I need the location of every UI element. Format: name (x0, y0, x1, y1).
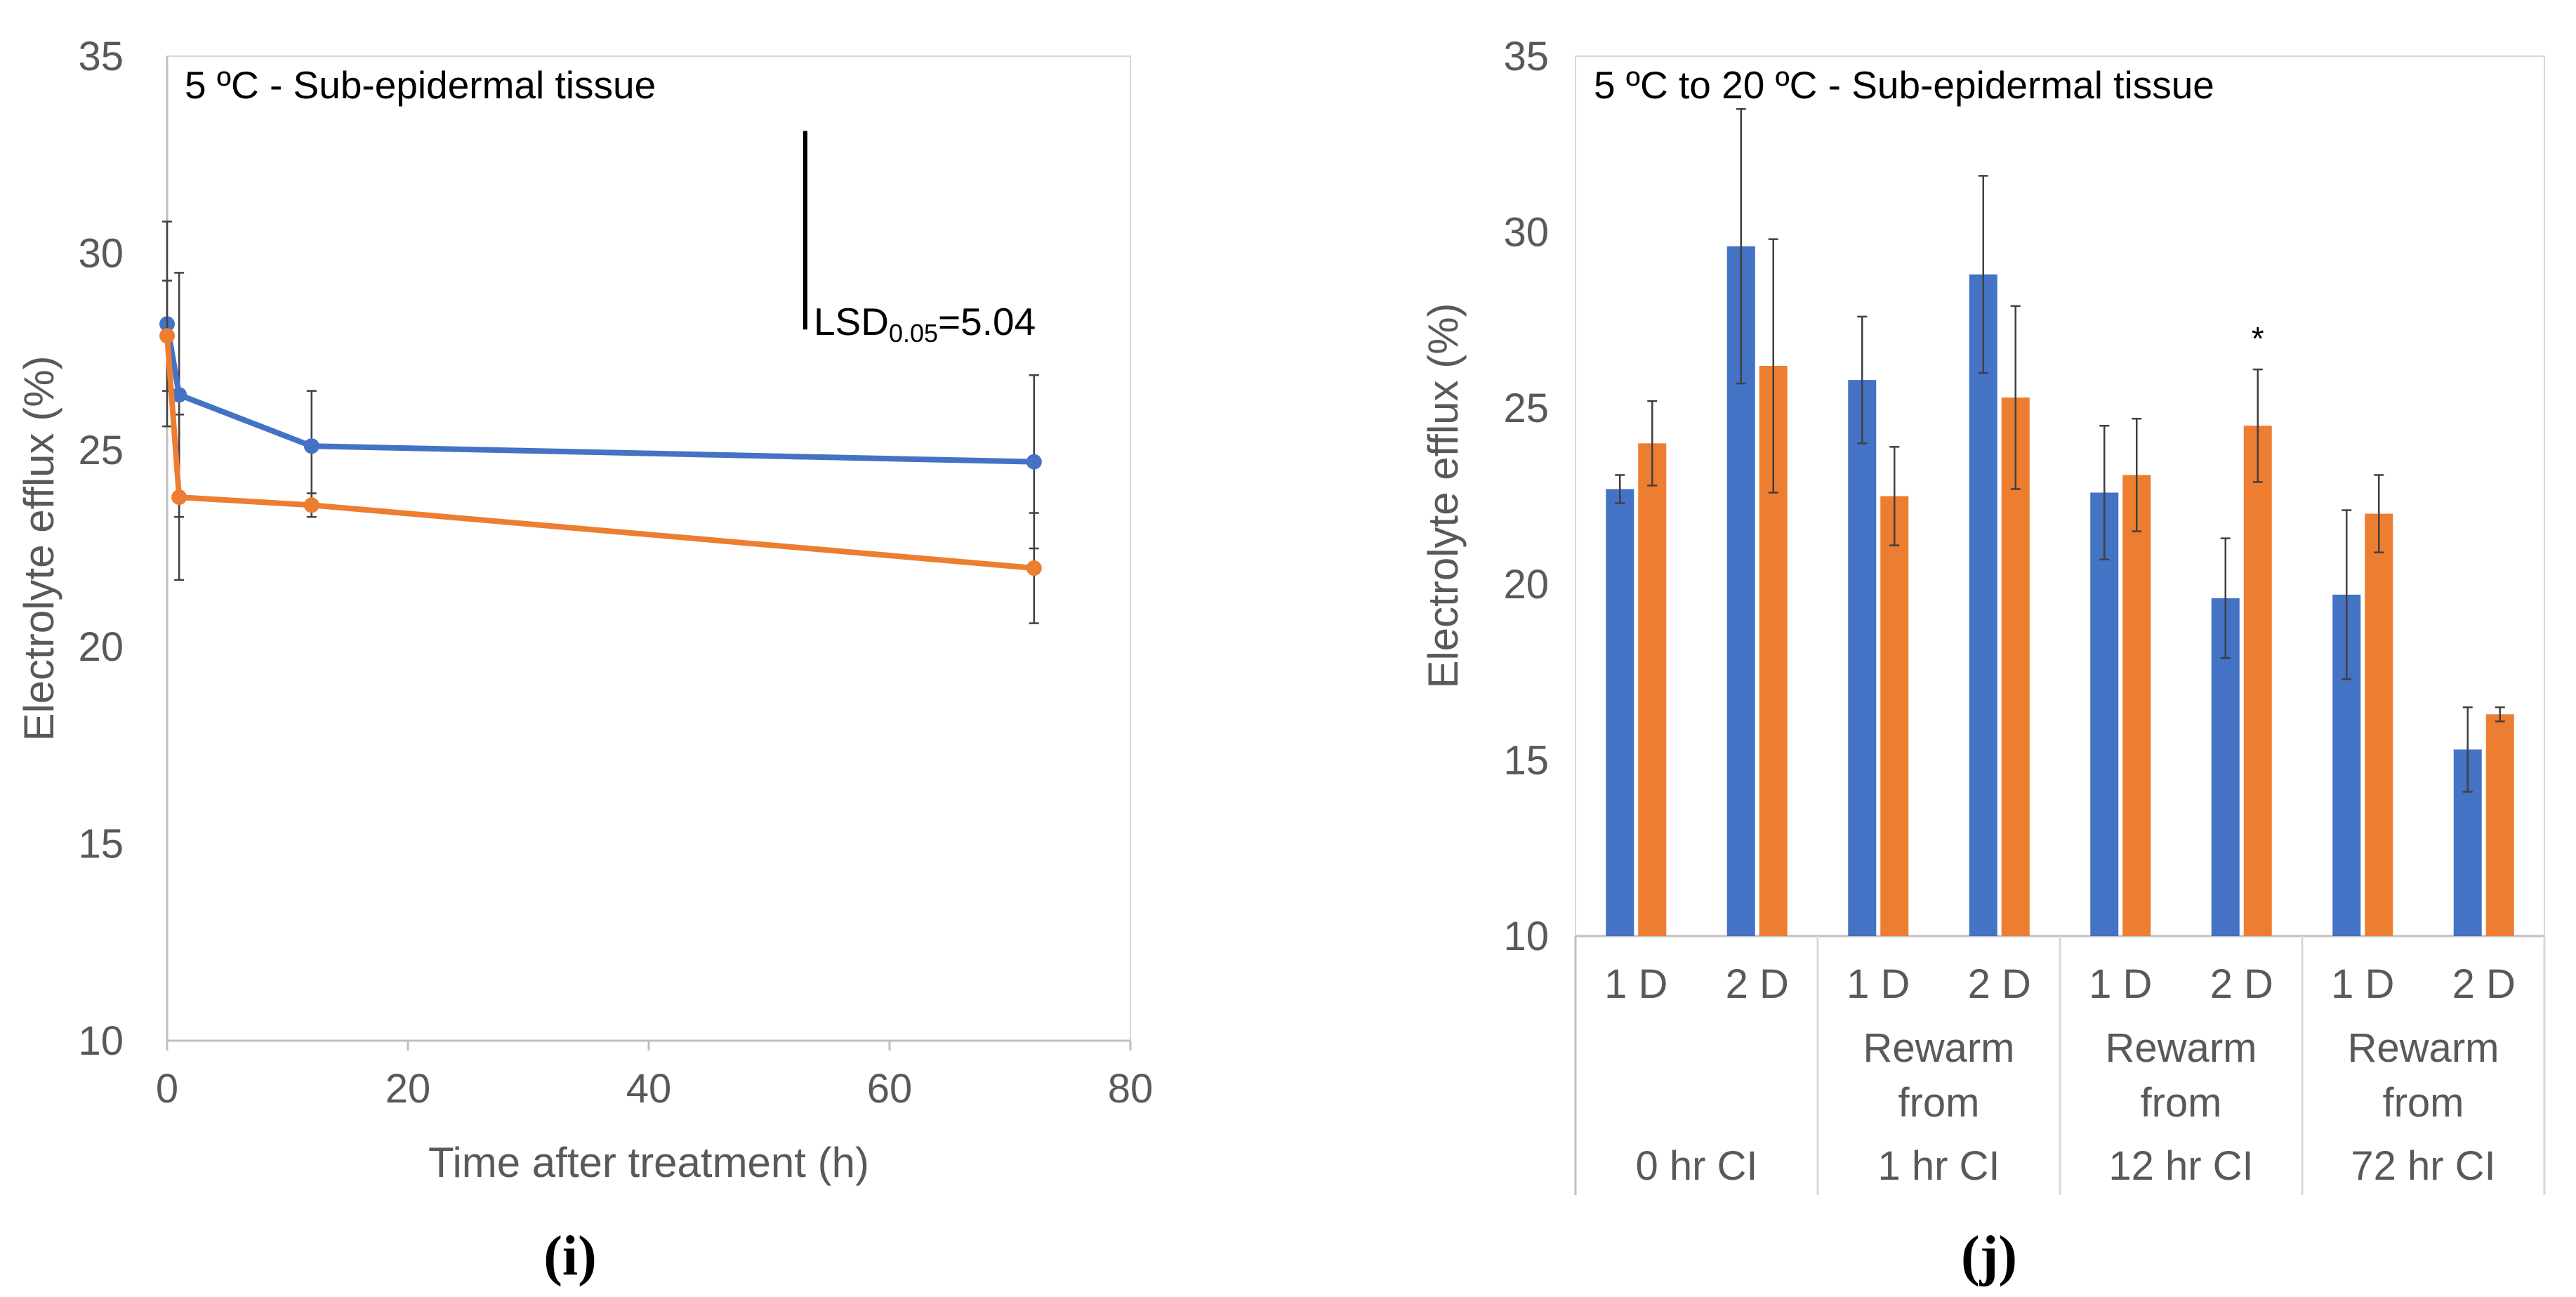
category-label-j: 1 D (1847, 961, 1910, 1007)
group-label-j: Rewarm (1863, 1025, 2015, 1071)
data-point-i (1026, 454, 1042, 470)
bar-j (2122, 475, 2151, 936)
bar-j (1848, 380, 1877, 936)
y-tick-label-i: 15 (78, 822, 124, 867)
x-tick-label-i: 40 (626, 1066, 672, 1112)
series-blue-line-i (164, 323, 1034, 465)
category-label-j: 1 D (2089, 961, 2152, 1007)
bar-j (2243, 426, 2272, 936)
group-label-j: Rewarm (2348, 1025, 2499, 1071)
group-label-j: 72 hr CI (2351, 1143, 2495, 1189)
category-axis-j: 1 D 2 D 1 D 2 D 1 D 2 D 1 D 2 D 0 hr CI Rewarm fro… (1574, 936, 2546, 1195)
x-tick-label-i: 60 (867, 1066, 913, 1112)
x-ticks-i: 0 20 40 60 80 (156, 1041, 1153, 1112)
series-orange-line-i (164, 335, 1035, 572)
series-orange-j (1638, 238, 2514, 936)
group-label-j: from (2383, 1080, 2464, 1126)
bar-j (2365, 513, 2393, 936)
lsd-value: =5.04 (938, 300, 1036, 343)
data-point-i (303, 438, 319, 454)
category-label-j: 2 D (2210, 961, 2273, 1007)
category-label-j: 1 D (1604, 961, 1667, 1007)
y-tick-label-i: 20 (78, 624, 124, 670)
lsd-bar: LSD0.05=5.04 (802, 131, 1036, 348)
panel-label-i: (i) (543, 1225, 597, 1287)
panel-label-j: (j) (1961, 1225, 2017, 1287)
chart-title-j: 5 ºC to 20 ºC - Sub-epidermal tissue (1594, 63, 2214, 107)
group-label-j: Rewarm (2106, 1025, 2257, 1071)
data-point-i (171, 489, 187, 506)
y-tick-label-j: 15 (1503, 737, 1549, 783)
y-tick-label-j: 30 (1503, 210, 1549, 256)
series-group-i (159, 220, 1042, 624)
y-axis-label-i: Electrolyte efflux (%) (15, 355, 62, 741)
chart-j: 10 15 20 25 30 35 * 1 D 2 D 1 D 2 D 1 D 2 D 1 D 2 D 0… (1420, 34, 2546, 1287)
x-tick-label-i: 20 (385, 1066, 431, 1112)
category-label-j: 2 D (1968, 961, 2031, 1007)
data-point-i (1026, 560, 1042, 577)
lsd-label: LSD0.05=5.04 (814, 300, 1036, 348)
plot-area-i (166, 55, 1131, 1041)
series-blue-i (159, 220, 1042, 550)
plot-area-j (1575, 55, 2545, 937)
bar-j (1638, 443, 1667, 936)
y-tick-label-j: 35 (1503, 34, 1549, 79)
series-blue-j (1606, 107, 2482, 936)
category-label-j: 1 D (2331, 961, 2394, 1007)
series-orange-i (159, 279, 1042, 624)
bar-j (2485, 714, 2514, 936)
y-tick-label-j: 25 (1503, 386, 1549, 431)
group-label-j: 0 hr CI (1635, 1143, 1757, 1189)
x-tick-label-i: 0 (156, 1066, 178, 1112)
bar-j (1880, 496, 1909, 936)
group-label-j: 12 hr CI (2108, 1143, 2253, 1189)
data-point-i (171, 387, 187, 403)
x-tick-label-i: 80 (1108, 1066, 1154, 1112)
category-label-j: 2 D (2452, 961, 2516, 1007)
chart-title-i: 5 ºC - Sub-epidermal tissue (185, 63, 656, 107)
y-tick-label-j: 20 (1503, 562, 1549, 607)
significance-marker: * (2252, 320, 2264, 357)
lsd-subscript: 0.05 (889, 319, 938, 348)
y-tick-label-i: 35 (78, 34, 124, 79)
y-tick-label-i: 25 (78, 428, 124, 473)
y-tick-label-j: 10 (1503, 914, 1549, 959)
bar-j (1969, 274, 1997, 936)
lsd-label-text: LSD (814, 300, 889, 343)
chart-i: 10 15 20 25 30 35 0 20 40 60 80 5 ºC - Sub-epider… (15, 34, 1153, 1287)
y-ticks-i: 10 15 20 25 30 35 (78, 34, 124, 1064)
group-label-j: from (2141, 1080, 2222, 1126)
y-tick-label-i: 10 (78, 1018, 124, 1064)
bar-j (1606, 489, 1634, 936)
y-ticks-j: 10 15 20 25 30 35 (1503, 34, 1549, 959)
category-label-j: 2 D (1726, 961, 1789, 1007)
group-label-j: 1 hr CI (1877, 1143, 2000, 1189)
bars-j: * (1606, 107, 2514, 936)
bar-j (2090, 492, 2119, 936)
y-tick-label-i: 30 (78, 230, 124, 276)
group-label-j: from (1898, 1080, 1980, 1126)
x-axis-label-i: Time after treatment (h) (428, 1139, 869, 1186)
data-point-i (303, 497, 319, 513)
data-point-i (159, 328, 175, 344)
y-axis-label-j: Electrolyte efflux (%) (1420, 303, 1467, 688)
